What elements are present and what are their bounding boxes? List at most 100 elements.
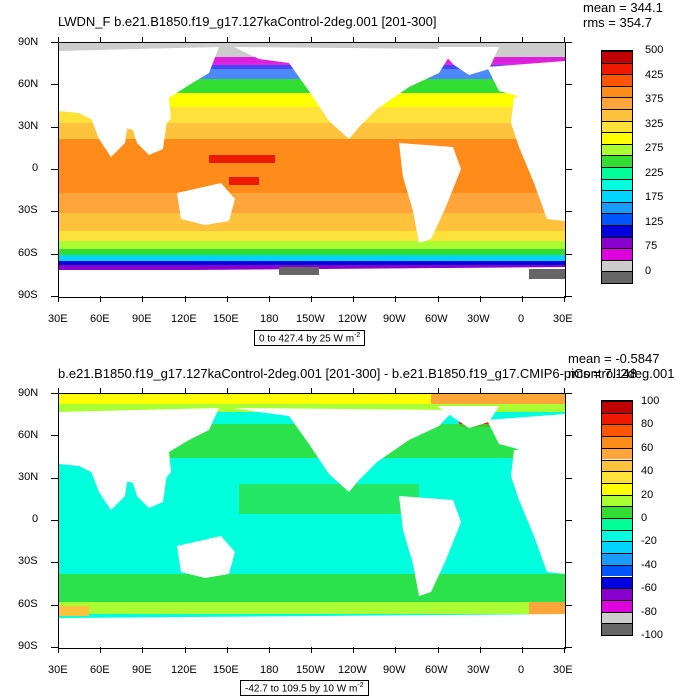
panel-2-lon-label: 150E: [213, 664, 239, 676]
map2-eq-pacific: [239, 484, 419, 514]
axis-tick: [521, 296, 523, 302]
panel-2-lon-label: 120E: [171, 664, 197, 676]
map2-s-edge-orange-1: [59, 606, 89, 616]
axis-tick: [353, 296, 355, 302]
panel-2-lon-label: 30W: [467, 664, 490, 676]
colorbar-swatch: [602, 109, 632, 121]
colorbar-label: 175: [645, 191, 664, 203]
axis-tick: [51, 647, 58, 648]
panel-2-lon-label: 30E: [553, 664, 573, 676]
panel-1-map-svg: [59, 43, 565, 297]
panel-2-lon-label: 150W: [296, 664, 325, 676]
panel-1-lon-label: 90E: [132, 313, 152, 325]
axis-tick: [437, 296, 439, 302]
colorbar-label: 425: [645, 68, 664, 81]
map2-s-midlat: [59, 574, 565, 602]
axis-tick: [564, 296, 565, 302]
axis-tick: [479, 647, 481, 653]
axis-tick: [226, 37, 228, 42]
colorbar-swatch: [602, 62, 632, 75]
colorbar-label: -60: [641, 582, 657, 595]
colorbar-swatch: [602, 190, 632, 202]
axis-tick: [226, 647, 228, 653]
axis-tick: [395, 296, 397, 302]
panel-2-lat-label: 30S: [18, 555, 38, 567]
axis-tick: [58, 388, 59, 393]
panel-2-lat-label: 0: [32, 513, 39, 525]
colorbar-swatch: [602, 424, 632, 437]
colorbar-label: 0: [641, 512, 648, 524]
panel-1-range-box: 0 to 427.4 by 25 W m-2: [254, 330, 366, 347]
axis-tick: [58, 37, 59, 42]
colorbar-swatch: [602, 494, 632, 507]
colorbar-swatch: [602, 201, 632, 214]
colorbar-swatch: [602, 85, 632, 98]
axis-tick: [565, 393, 572, 394]
colorbar-swatch: [602, 74, 632, 86]
panel-1-lon-label: 90W: [383, 313, 406, 325]
panel-1-lon-label: 60W: [425, 313, 448, 325]
axis-tick: [565, 435, 572, 437]
panel-2-lon-label: 60E: [90, 664, 110, 676]
panel-2-lon-label: 180: [260, 664, 279, 676]
panel-2-colorbar: [601, 400, 633, 636]
axis-tick: [521, 37, 523, 42]
colorbar-swatch: [602, 155, 632, 167]
colorbar-label: 20: [641, 488, 654, 501]
axis-tick: [100, 647, 102, 653]
panel-2-range-text: -42.7 to 109.5 by 10: [245, 683, 334, 695]
colorbar-swatch: [602, 143, 632, 156]
axis-tick: [565, 169, 572, 170]
axis-tick: [353, 647, 355, 653]
axis-tick: [100, 37, 102, 42]
axis-tick: [565, 604, 572, 606]
colorbar-label: 500: [645, 44, 664, 56]
panel-2-range-box: -42.7 to 109.5 by 10 W m-2: [240, 680, 369, 697]
panel-2-lat-label: 30N: [18, 471, 39, 483]
panel-2-rms: rms = 7.148: [568, 366, 638, 381]
colorbar-label: 275: [645, 142, 664, 154]
map2-s-edge-orange-2: [529, 602, 565, 616]
panel-1-lat-label: 30N: [18, 120, 39, 132]
colorbar-swatch: [602, 412, 632, 425]
axis-tick: [142, 388, 144, 393]
colorbar-label: -100: [641, 629, 664, 641]
axis-tick: [100, 296, 102, 302]
axis-tick: [142, 37, 144, 42]
axis-tick: [51, 435, 58, 437]
panel-1-lon-label: 150E: [213, 313, 239, 325]
colorbar-label: -40: [641, 558, 657, 571]
panel-1-colorbar: [601, 50, 633, 284]
colorbar-swatch: [602, 518, 632, 530]
axis-tick: [100, 388, 102, 393]
panel-1-rms: rms = 354.7: [583, 15, 653, 30]
map2-land: [59, 406, 565, 596]
axis-tick: [479, 296, 481, 302]
panel-1-lat-label: 60S: [18, 247, 38, 259]
panel-2-lon-label: 90W: [383, 664, 406, 676]
panel-2-lon-label: 120W: [338, 664, 367, 676]
panel-2-lon-label: 0: [518, 664, 525, 676]
panel-2-lon-label: 60W: [425, 664, 448, 676]
panel-1-lon-label: 120W: [338, 313, 367, 325]
axis-tick: [51, 296, 58, 297]
axis-tick: [565, 647, 572, 648]
colorbar-swatch: [602, 506, 632, 518]
axis-tick: [268, 388, 270, 393]
colorbar-swatch: [602, 447, 632, 460]
colorbar-swatch: [602, 97, 632, 109]
panel-1-lat-label: 0: [32, 162, 39, 174]
colorbar-swatch: [602, 236, 632, 249]
panel-1-lon-label: 60E: [90, 313, 110, 325]
axis-tick: [395, 388, 397, 393]
colorbar-label: 40: [641, 465, 654, 478]
colorbar-label: 100: [641, 395, 660, 407]
panel-1-lat-label: 60N: [18, 78, 39, 90]
panel-2-units: W m: [336, 683, 358, 695]
axis-tick: [395, 37, 397, 42]
axis-tick: [51, 253, 58, 255]
map1-band-n25: [59, 123, 565, 143]
panel-1-lon-label: 30E: [48, 313, 68, 325]
colorbar-swatch: [602, 541, 632, 554]
axis-tick: [565, 520, 572, 521]
